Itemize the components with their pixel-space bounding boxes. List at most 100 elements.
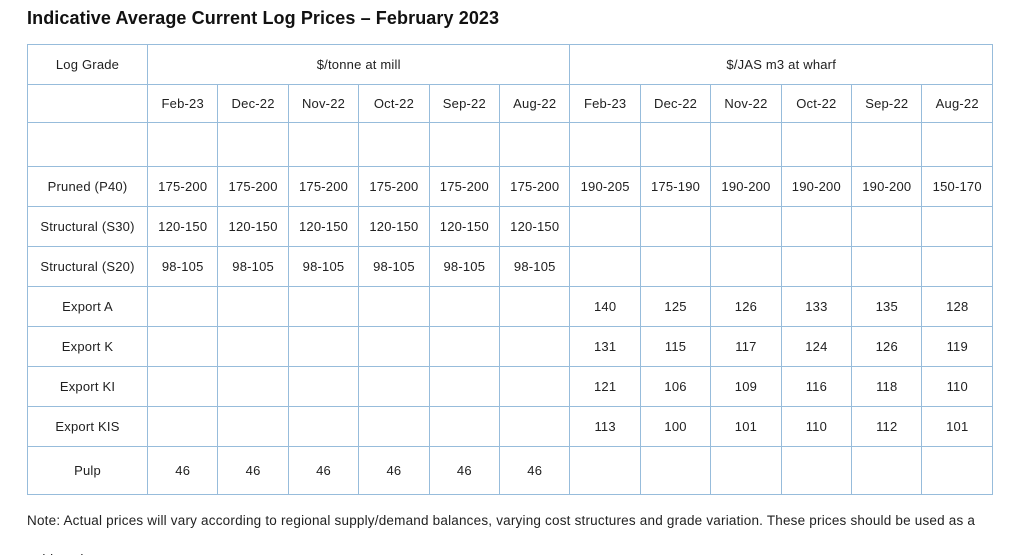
price-cell: 120-150	[217, 206, 289, 247]
price-cell	[146, 122, 219, 167]
table-row-export-a: Export A 140 125 126 133 135 128	[27, 286, 993, 327]
table-row-structural-s30: Structural (S30) 120-150 120-150 120-150…	[27, 206, 993, 247]
price-cell: 120-150	[428, 206, 501, 247]
price-cell	[499, 326, 571, 367]
price-cell: 175-200	[146, 166, 219, 207]
price-cell	[851, 206, 923, 247]
month-header: Feb-23	[146, 84, 219, 123]
month-header: Sep-22	[428, 84, 501, 123]
price-cell	[780, 206, 853, 247]
price-cell: 110	[780, 406, 853, 447]
price-cell	[428, 286, 501, 327]
price-cell: 190-200	[710, 166, 782, 207]
price-cell: 98-105	[287, 246, 360, 287]
price-cell: 46	[287, 446, 360, 495]
row-label: Structural (S30)	[27, 206, 148, 247]
price-cell: 98-105	[146, 246, 219, 287]
price-cell	[851, 246, 923, 287]
price-cell: 106	[639, 366, 712, 407]
price-cell	[217, 122, 289, 167]
month-header: Nov-22	[287, 84, 360, 123]
price-cell	[146, 326, 219, 367]
price-cell	[780, 246, 853, 287]
row-label: Pruned (P40)	[27, 166, 148, 207]
price-cell: 128	[921, 286, 993, 327]
price-cell	[358, 406, 430, 447]
price-cell: 116	[780, 366, 853, 407]
price-cell: 175-190	[639, 166, 712, 207]
price-cell	[358, 122, 430, 167]
price-cell: 46	[217, 446, 289, 495]
price-cell	[499, 122, 571, 167]
price-cell	[569, 206, 641, 247]
price-cell	[499, 286, 571, 327]
price-cell	[921, 246, 993, 287]
price-cell	[499, 406, 571, 447]
month-header: Feb-23	[569, 84, 641, 123]
price-cell	[710, 122, 782, 167]
price-cell	[639, 206, 712, 247]
price-cell	[287, 366, 360, 407]
log-grade-header: Log Grade	[27, 44, 148, 85]
price-cell: 118	[851, 366, 923, 407]
price-cell: 190-200	[780, 166, 853, 207]
price-cell: 46	[428, 446, 501, 495]
price-cell: 46	[358, 446, 430, 495]
month-header: Aug-22	[921, 84, 993, 123]
price-cell	[287, 286, 360, 327]
month-header: Aug-22	[499, 84, 571, 123]
price-cell: 150-170	[921, 166, 993, 207]
price-cell: 46	[146, 446, 219, 495]
table-row-empty	[27, 122, 993, 167]
month-header: Oct-22	[358, 84, 430, 123]
price-cell: 175-200	[217, 166, 289, 207]
month-header: Dec-22	[639, 84, 712, 123]
price-cell	[358, 286, 430, 327]
price-cell	[851, 446, 923, 495]
month-header-row: Feb-23 Dec-22 Nov-22 Oct-22 Sep-22 Aug-2…	[27, 84, 993, 123]
price-cell: 101	[921, 406, 993, 447]
price-cell: 175-200	[499, 166, 571, 207]
month-header: Dec-22	[217, 84, 289, 123]
price-cell	[639, 122, 712, 167]
price-cell	[921, 206, 993, 247]
price-cell	[569, 246, 641, 287]
price-cell	[780, 446, 853, 495]
price-cell	[499, 366, 571, 407]
price-cell: 121	[569, 366, 641, 407]
price-cell	[358, 366, 430, 407]
row-label: Export A	[27, 286, 148, 327]
price-cell: 100	[639, 406, 712, 447]
price-cell: 46	[499, 446, 571, 495]
section-header-row: Log Grade $/tonne at mill $/JAS m3 at wh…	[27, 44, 993, 85]
price-cell: 110	[921, 366, 993, 407]
price-cell: 98-105	[499, 246, 571, 287]
page-title: Indicative Average Current Log Prices – …	[27, 8, 500, 28]
table-row-pulp: Pulp 46 46 46 46 46 46	[27, 446, 993, 495]
section-header-mill: $/tonne at mill	[146, 44, 571, 85]
table-row-export-k: Export K 131 115 117 124 126 119	[27, 326, 993, 367]
price-cell: 190-205	[569, 166, 641, 207]
price-cell: 119	[921, 326, 993, 367]
price-cell	[851, 122, 923, 167]
price-cell: 98-105	[428, 246, 501, 287]
price-cell: 98-105	[358, 246, 430, 287]
price-cell	[710, 206, 782, 247]
price-cell	[217, 406, 289, 447]
price-cell: 120-150	[499, 206, 571, 247]
log-prices-table: Log Grade $/tonne at mill $/JAS m3 at wh…	[27, 44, 993, 495]
price-cell	[217, 326, 289, 367]
price-cell	[710, 446, 782, 495]
price-cell	[146, 406, 219, 447]
price-cell: 120-150	[287, 206, 360, 247]
table-row-pruned-p40: Pruned (P40) 175-200 175-200 175-200 175…	[27, 166, 993, 207]
price-cell	[287, 122, 360, 167]
row-label: Export KIS	[27, 406, 148, 447]
price-cell	[358, 326, 430, 367]
price-cell	[428, 406, 501, 447]
month-header: Oct-22	[780, 84, 853, 123]
note-text: Note: Actual prices will vary according …	[27, 513, 976, 555]
price-cell: 101	[710, 406, 782, 447]
price-cell	[569, 446, 641, 495]
